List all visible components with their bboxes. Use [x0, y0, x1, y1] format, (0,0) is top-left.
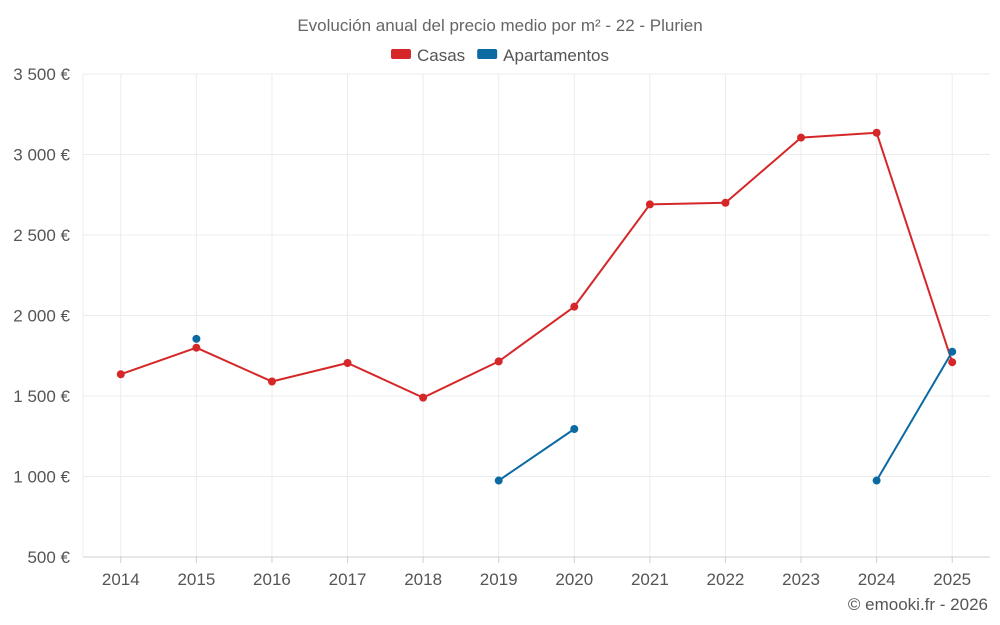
series-layer — [116, 128, 957, 485]
series-line-segment — [497, 305, 576, 363]
data-point[interactable] — [948, 358, 957, 367]
x-tick-label: 2015 — [177, 570, 215, 589]
series-line-segment — [573, 203, 651, 308]
grid — [83, 73, 990, 557]
series-line-segment — [497, 428, 576, 482]
y-tick-label: 500 € — [27, 548, 70, 567]
series-line-segment — [648, 201, 727, 206]
y-tick-label: 2 500 € — [13, 226, 70, 245]
x-tick-label: 2019 — [480, 570, 518, 589]
series-casas — [116, 128, 957, 402]
axes: 500 € 1 000 € 1 500 € 2 000 € 2 500 € 3 000 €… — [13, 65, 990, 589]
data-point[interactable] — [192, 334, 201, 343]
data-point[interactable] — [645, 200, 654, 209]
series-line-segment — [422, 360, 500, 399]
y-tick-label: 3 500 € — [13, 65, 70, 84]
series-line-segment — [270, 361, 349, 383]
data-point[interactable] — [494, 476, 503, 485]
y-tick-label: 1 000 € — [13, 468, 70, 487]
x-tick-label: 2025 — [933, 570, 971, 589]
data-point[interactable] — [419, 393, 428, 402]
series-line-segment — [800, 131, 878, 139]
series-line-segment — [195, 346, 273, 383]
data-point[interactable] — [494, 357, 503, 366]
data-point[interactable] — [192, 343, 201, 352]
x-tick-label: 2020 — [555, 570, 593, 589]
data-point[interactable] — [721, 198, 730, 207]
legend-swatch[interactable] — [390, 49, 411, 59]
series-line-segment — [875, 350, 954, 482]
y-tick-label: 3 000 € — [13, 146, 70, 165]
y-tick-label: 1 500 € — [13, 387, 70, 406]
data-point[interactable] — [570, 302, 579, 311]
x-tick-label: 2024 — [858, 570, 896, 589]
data-point[interactable] — [570, 425, 579, 434]
x-tick-label: 2023 — [782, 570, 820, 589]
series-line-segment — [724, 136, 803, 204]
series-line-segment — [346, 361, 425, 399]
x-tick-label: 2018 — [404, 570, 442, 589]
data-point[interactable] — [872, 476, 881, 485]
x-tick-label: 2014 — [102, 570, 140, 589]
x-tick-label: 2022 — [707, 570, 745, 589]
chart-title: Evolución anual del precio medio por m² … — [297, 16, 702, 35]
data-point[interactable] — [116, 370, 125, 379]
legend-label: Casas — [417, 46, 465, 65]
x-tick-label: 2021 — [631, 570, 669, 589]
series-apartamentos — [192, 334, 957, 485]
data-point[interactable] — [797, 133, 806, 142]
series-line-segment — [119, 346, 198, 376]
legend: Casas Apartamentos — [390, 46, 609, 65]
legend-label: Apartamentos — [503, 46, 609, 65]
series-line-segment — [875, 131, 954, 364]
data-point[interactable] — [948, 347, 957, 356]
legend-swatch[interactable] — [477, 49, 498, 59]
y-tick-label: 2 000 € — [13, 307, 70, 326]
data-point[interactable] — [343, 358, 352, 367]
x-tick-label: 2016 — [253, 570, 291, 589]
data-point[interactable] — [872, 128, 881, 137]
data-point[interactable] — [267, 377, 276, 386]
credit-text: © emooki.fr - 2026 — [848, 595, 988, 614]
x-tick-label: 2017 — [329, 570, 367, 589]
